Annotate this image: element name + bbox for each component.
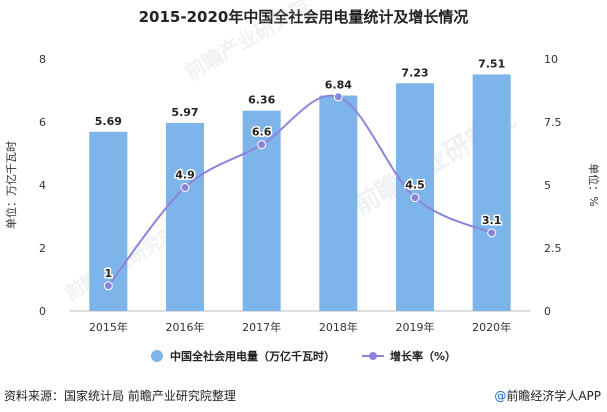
bar-value-label: 5.97 <box>171 106 198 119</box>
growth-line-path <box>107 94 493 287</box>
bar-value-label: 6.84 <box>325 79 352 92</box>
growth-point <box>487 228 497 238</box>
y-tick-label: 2 <box>39 242 46 255</box>
y-axis-label: 单位：万亿千瓦时 <box>4 141 18 229</box>
watermarks: 前瞻产业研究院 前瞻产业研究院 前瞻产业研究院 <box>62 0 522 304</box>
brand-credit: @前瞻经济学人APP <box>494 387 601 404</box>
legend: 中国全社会用电量（万亿千瓦时） 增长率（%） <box>151 349 456 363</box>
growth-value-label: 4.9 <box>175 169 195 182</box>
growth-value-label: 4.5 <box>405 179 425 192</box>
growth-line <box>103 92 497 291</box>
axes: 0 2 4 6 8 0 2.5 5 7.5 10 2015年 2016年 2017年 2018年 2019年… <box>4 53 601 334</box>
x-tick-label: 2020年 <box>472 320 511 334</box>
x-tick-label: 2019年 <box>396 320 435 334</box>
x-tick-label: 2016年 <box>166 320 205 334</box>
bar <box>89 131 128 311</box>
growth-point <box>180 183 190 193</box>
growth-point <box>333 92 343 102</box>
brand-name: 前瞻经济学人APP <box>506 389 601 403</box>
growth-point <box>410 193 420 203</box>
y-right-tick-label: 5 <box>544 179 551 192</box>
y-tick-label: 4 <box>39 179 46 192</box>
x-tick-label: 2015年 <box>89 320 128 334</box>
y-right-axis-label: 单位：% <box>587 163 601 206</box>
watermark: 前瞻产业研究院 <box>181 0 314 84</box>
bars <box>89 74 511 311</box>
y-tick-label: 6 <box>39 116 46 129</box>
x-tick-label: 2017年 <box>242 320 281 334</box>
data-labels: 5.69 5.97 6.36 6.84 7.23 7.51 1 4.9 6.6 4.5 3.1 <box>95 57 505 281</box>
legend-bar-swatch <box>151 350 163 362</box>
legend-bar-label: 中国全社会用电量（万亿千瓦时） <box>170 349 335 363</box>
bar-value-label: 6.36 <box>248 94 275 107</box>
growth-point <box>103 281 113 291</box>
growth-value-label: 3.1 <box>482 214 502 227</box>
growth-value-label: 6.6 <box>252 126 272 139</box>
y-right-tick-label: 7.5 <box>544 116 562 129</box>
y-right-tick-label: 10 <box>544 53 558 66</box>
bar-value-label: 7.23 <box>401 66 428 79</box>
bar-value-label: 7.51 <box>478 57 505 70</box>
growth-value-label: 1 <box>105 267 113 280</box>
legend-line-marker <box>369 352 377 360</box>
y-right-tick-label: 0 <box>544 305 551 318</box>
y-tick-label: 8 <box>39 53 46 66</box>
y-right-tick-label: 2.5 <box>544 242 562 255</box>
chart-title: 2015-2020年中国全社会用电量统计及增长情况 <box>138 8 469 26</box>
y-tick-label: 0 <box>39 305 46 318</box>
bar <box>319 95 358 311</box>
bar-value-label: 5.69 <box>95 115 122 128</box>
growth-point <box>257 140 267 150</box>
legend-line-label: 增长率（%） <box>390 349 456 363</box>
source-note: 资料来源：国家统计局 前瞻产业研究院整理 <box>4 389 236 403</box>
x-tick-label: 2018年 <box>319 320 358 334</box>
bar <box>166 122 204 311</box>
brand-mark: @ <box>494 389 507 403</box>
bar <box>472 74 511 311</box>
